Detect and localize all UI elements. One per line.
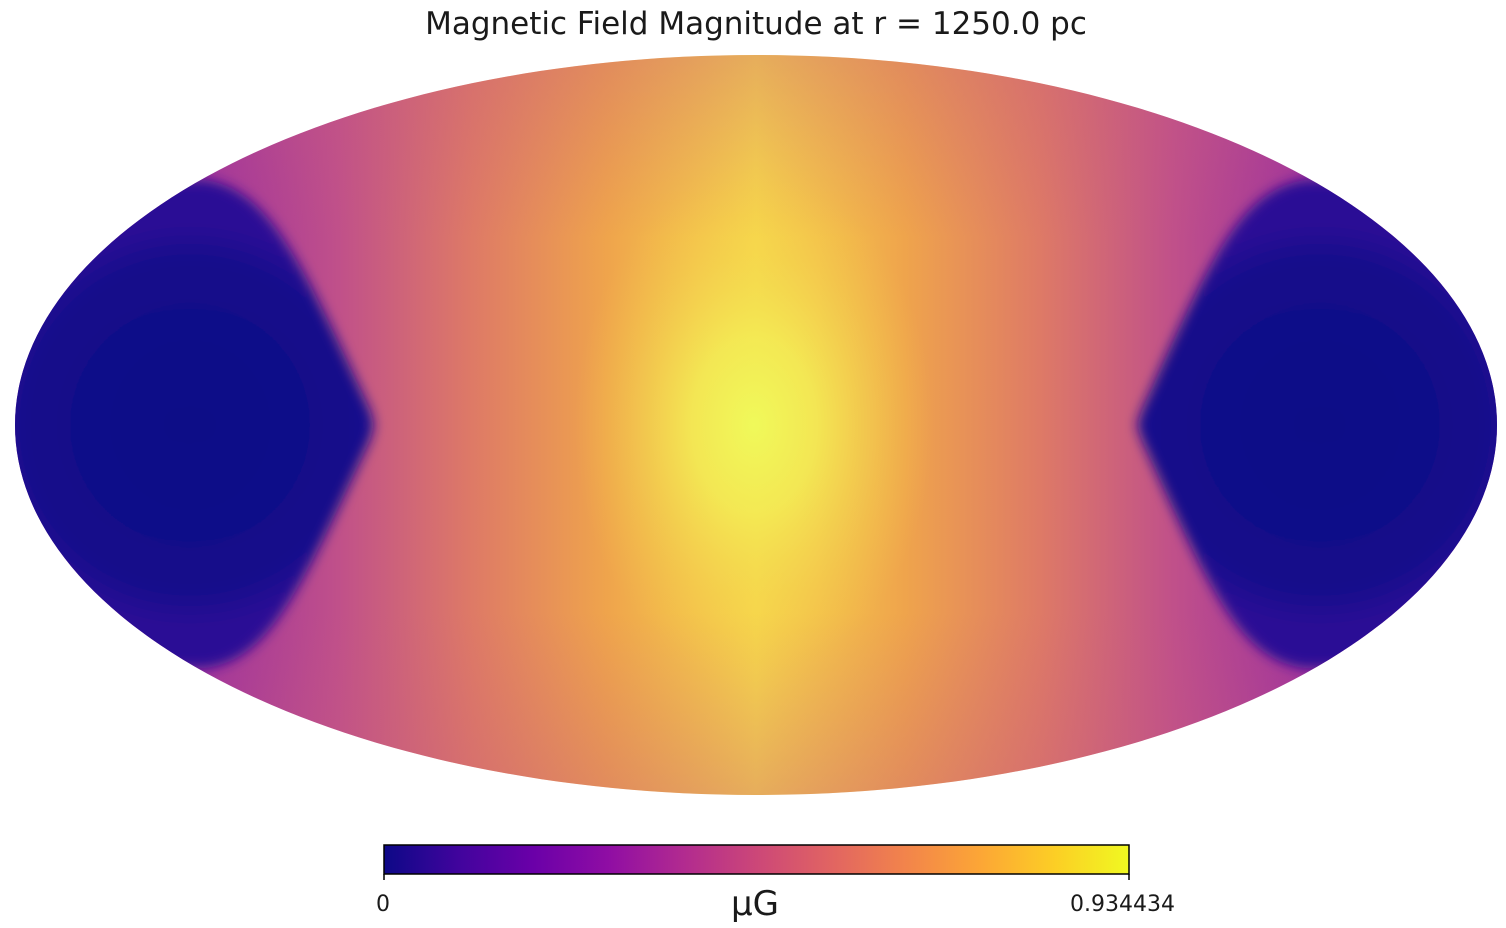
map-right-minimum-region xyxy=(1137,180,1497,668)
map-left-minimum-region xyxy=(15,180,374,668)
map-center-maximum xyxy=(554,165,954,685)
colorbar-max-label: 0.934434 xyxy=(1070,892,1175,917)
colorbar-min-label: 0 xyxy=(376,892,390,917)
colorbar xyxy=(383,844,1130,880)
map-field xyxy=(15,55,1497,795)
colorbar-unit-label: µG xyxy=(731,884,779,924)
colorbar-gradient xyxy=(383,844,1130,875)
chart-title: Magnetic Field Magnitude at r = 1250.0 p… xyxy=(425,6,1087,42)
